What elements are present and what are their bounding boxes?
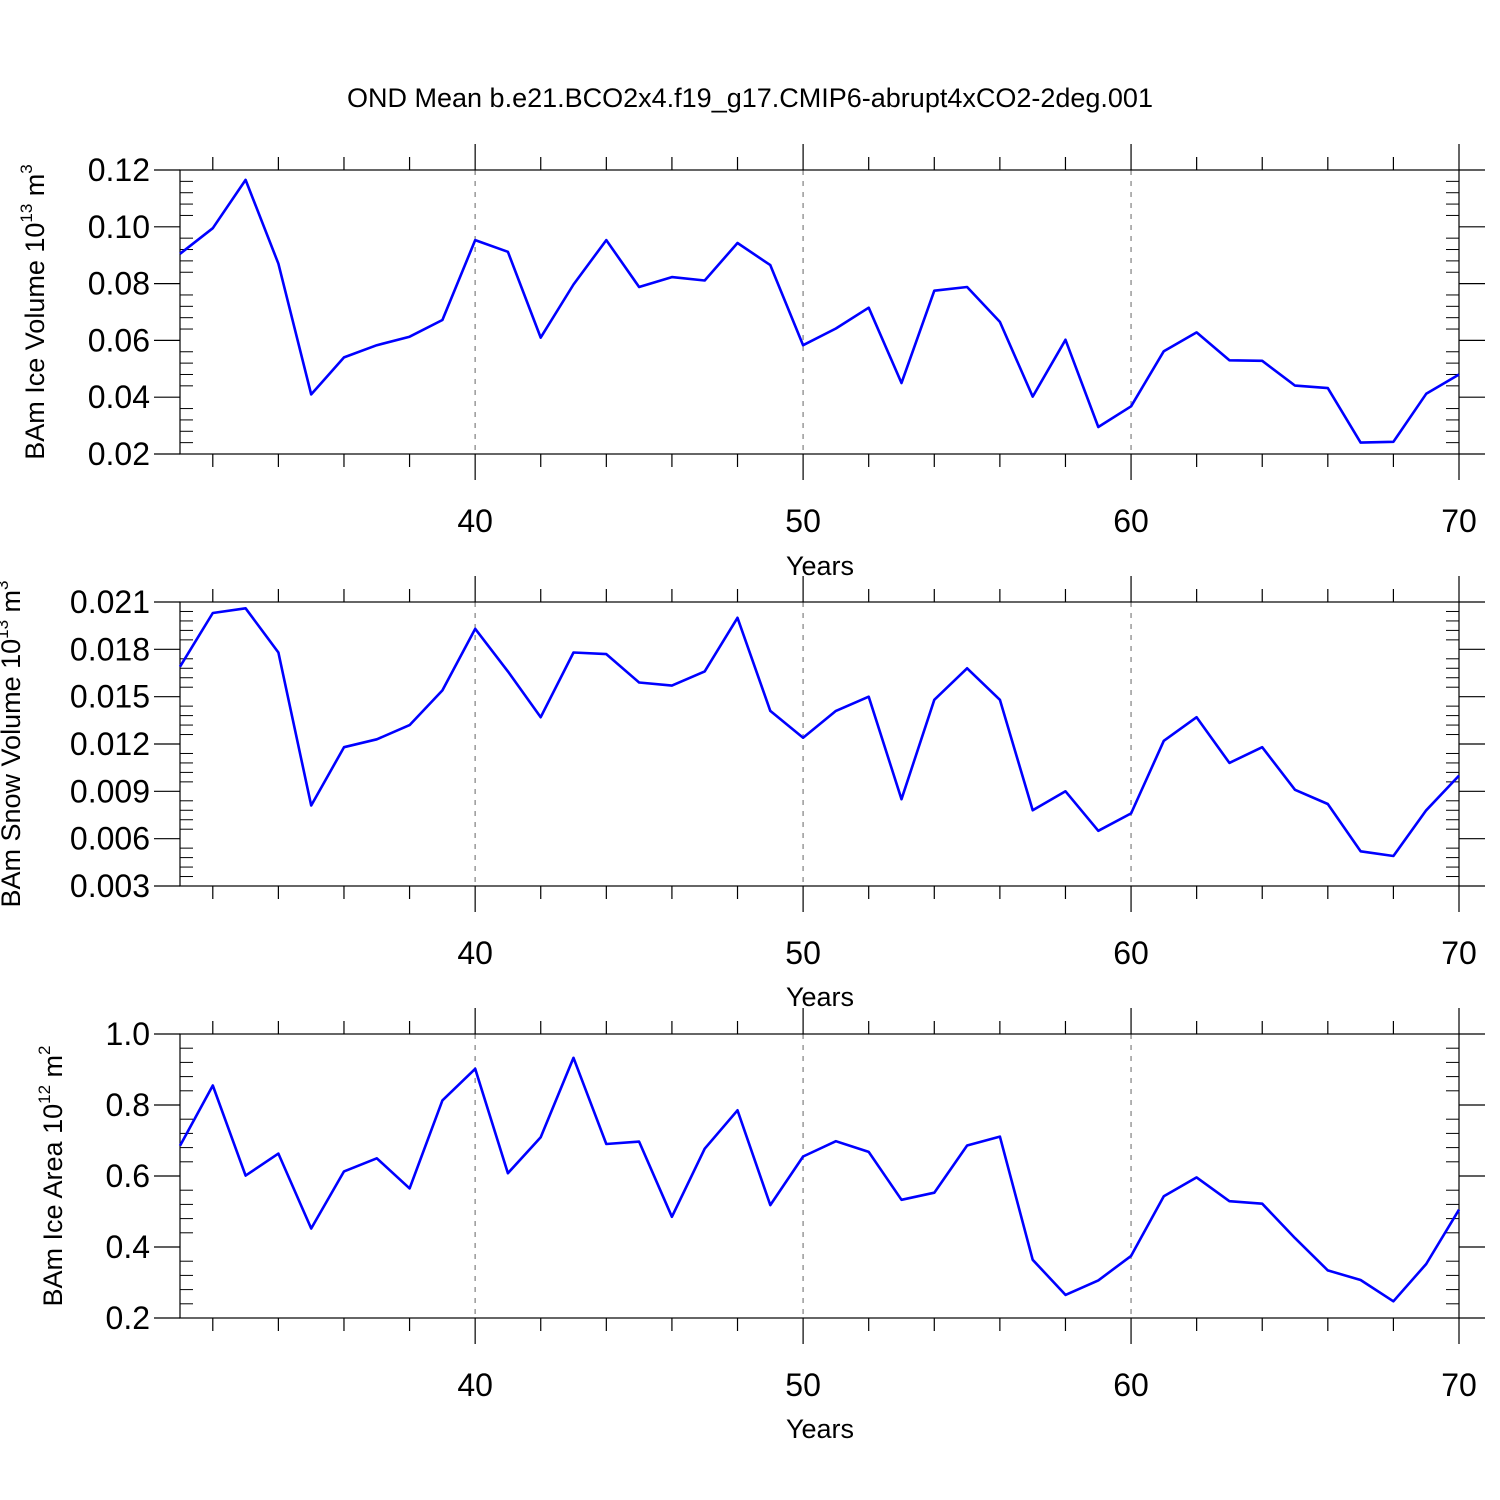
ice-area-series-line — [178, 1056, 1461, 1303]
ice-volume-y-axis-label: BAm Ice Volume 1013 m3 — [17, 164, 50, 460]
ice-area-y-axis-label: BAm Ice Area 1012 m2 — [35, 1046, 68, 1307]
ice-area-x-tick-label: 60 — [1113, 1367, 1149, 1403]
snow-volume-x-tick-label: 60 — [1113, 935, 1149, 971]
ice-area-y-tick-label: 0.2 — [106, 1300, 150, 1336]
ice-volume-y-tick-label: 0.12 — [88, 152, 150, 188]
ice-volume-y-tick-label: 0.06 — [88, 322, 150, 358]
ice-area-y-tick-label: 0.4 — [106, 1229, 150, 1265]
ice-volume-y-tick-label: 0.08 — [88, 266, 150, 302]
snow-volume-y-tick-label: 0.003 — [70, 868, 150, 904]
snow-volume-y-tick-label: 0.009 — [70, 773, 150, 809]
ice-volume-x-tick-label: 70 — [1441, 503, 1477, 539]
ice-area-y-tick-label: 0.6 — [106, 1158, 150, 1194]
snow-volume-panel: Years BAm Snow Volume 1013 m3 0.003 0.006… — [0, 576, 1485, 1012]
ice-area-x-tick-label: 70 — [1441, 1367, 1477, 1403]
ice-area-x-tick-label: 40 — [457, 1367, 493, 1403]
ice-area-y-tick-label: 1.0 — [106, 1016, 150, 1052]
snow-volume-y-tick-label: 0.021 — [70, 584, 150, 620]
ice-volume-x-tick-label: 40 — [457, 503, 493, 539]
ice-volume-x-axis-label: Years — [786, 551, 854, 581]
snow-volume-x-axis-label: Years — [786, 982, 854, 1012]
snow-volume-plot-frame — [179, 601, 1460, 887]
ice-volume-series-line — [179, 178, 1460, 444]
snow-volume-series-line — [178, 606, 1460, 858]
snow-volume-x-tick-label: 40 — [457, 935, 493, 971]
snow-volume-y-tick-label: 0.015 — [70, 679, 150, 715]
ice-volume-y-tick-label: 0.10 — [88, 209, 150, 245]
ice-area-x-axis-label: Years — [786, 1414, 854, 1444]
ice-area-x-tick-label: 50 — [785, 1367, 821, 1403]
snow-volume-x-tick-label: 50 — [785, 935, 821, 971]
ice-volume-x-tick-label: 60 — [1113, 503, 1149, 539]
ice-area-y-tick-label: 0.8 — [106, 1087, 150, 1123]
snow-volume-y-tick-label: 0.012 — [70, 726, 150, 762]
ice-volume-panel: Years BAm Ice Volume 1013 m3 0.02 0.04 0.0… — [17, 144, 1485, 581]
ice-volume-y-tick-label: 0.02 — [88, 436, 150, 472]
snow-volume-y-axis-label: BAm Snow Volume 1013 m3 — [0, 580, 26, 907]
snow-volume-x-tick-label: 70 — [1441, 935, 1477, 971]
ice-area-plot-frame — [179, 1033, 1460, 1319]
ice-volume-plot-frame — [179, 169, 1460, 455]
ice-volume-y-tick-label: 0.04 — [88, 379, 150, 415]
figure-title: OND Mean b.e21.BCO2x4.f19_g17.CMIP6-abru… — [347, 83, 1153, 113]
ice-area-panel: Years BAm Ice Area 1012 m2 0.2 0.4 0.6 0.8 1… — [35, 1008, 1485, 1444]
ice-volume-x-tick-label: 50 — [785, 503, 821, 539]
snow-volume-y-tick-label: 0.018 — [70, 631, 150, 667]
snow-volume-y-tick-label: 0.006 — [70, 821, 150, 857]
